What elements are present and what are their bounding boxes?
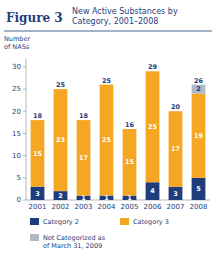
data-label: 3 [173, 190, 178, 198]
title: Figure 3 [6, 11, 63, 25]
data-label: 23 [56, 136, 65, 144]
text-line: Category, 2001–2008 [72, 17, 158, 26]
data-label: 5 [196, 185, 201, 193]
x-tick-label: 2002 [52, 203, 70, 211]
y-tick-label: 5 [17, 174, 21, 182]
legend-swatch [30, 234, 39, 241]
y-tick-label: 0 [17, 196, 21, 204]
bar-segment [31, 120, 45, 187]
bar-segment [100, 85, 114, 196]
y-tick-label: 15 [12, 130, 21, 138]
title-rule [4, 31, 212, 32]
y-tick [23, 133, 26, 134]
total-label: 26 [194, 77, 204, 85]
data-label: 25 [102, 136, 112, 144]
bar-segment [192, 178, 206, 200]
x-tick-label: 2006 [144, 203, 162, 211]
data-label: 19 [194, 132, 204, 140]
total-label: 25 [56, 81, 66, 89]
total-label: 18 [79, 112, 89, 120]
bar-segment [192, 85, 206, 94]
data-label: 17 [171, 145, 180, 153]
y-tick-label: 20 [12, 108, 21, 116]
bar-segment [192, 94, 206, 178]
bar-segment [31, 187, 45, 200]
y-tick-label: 10 [12, 152, 21, 160]
bar-segment [169, 187, 183, 200]
text-line: Category 2 [43, 218, 79, 226]
y-tick [23, 177, 26, 178]
data-label: 2 [58, 192, 63, 200]
data-label: 4 [150, 187, 155, 195]
x-tick-label: 2005 [121, 203, 139, 211]
data-label: 3 [35, 190, 40, 198]
x-tick-label: 2001 [29, 203, 47, 211]
text-line: Number [4, 35, 30, 43]
data-label: 2 [196, 85, 201, 93]
legend-entry: Category 3 [133, 218, 169, 226]
data-label: 1 [104, 194, 109, 202]
subtitle: New Active Substances byCategory, 2001–2… [72, 7, 178, 26]
bar-segment [146, 71, 160, 182]
text-line: of NASs [4, 43, 30, 51]
data-label: 1 [81, 194, 86, 202]
y-axis-label: Numberof NASs [4, 35, 30, 51]
x-tick-label: 2007 [167, 203, 185, 211]
data-label: 15 [33, 150, 43, 158]
y-tick [23, 111, 26, 112]
y-tick [23, 155, 26, 156]
data-label: 25 [148, 123, 158, 131]
y-tick [23, 89, 26, 90]
bars [31, 71, 206, 200]
total-label: 18 [33, 112, 43, 120]
bar-segment [169, 111, 183, 186]
x-tick-label: 2003 [75, 203, 93, 211]
data-labels: 3 2 1 1 1 4 3 5 15 23 17 25 15 25 17 19 2 18 25 18 25 16 29 20 2… [33, 63, 204, 202]
bar-segment [77, 120, 91, 195]
total-label: 16 [125, 121, 135, 129]
text-line: of March 31, 2009 [43, 242, 102, 250]
bar-segment [146, 182, 160, 200]
y-tick-label: 25 [12, 85, 21, 93]
text-line: Category 3 [133, 218, 169, 226]
legend: Category 2 Category 3 Not Categorized asof… [30, 218, 169, 250]
chart: Figure 3New Active Substances byCategory… [0, 0, 216, 266]
total-label: 29 [148, 63, 158, 71]
legend-entry: Not Categorized asof March 31, 2009 [43, 234, 106, 250]
bar-segment [54, 191, 68, 200]
x-tick-label: 2008 [190, 203, 208, 211]
bar-segment [123, 129, 137, 196]
data-label: 17 [79, 154, 88, 162]
bar-segment [54, 89, 68, 191]
legend-swatch [30, 218, 39, 225]
y-tick [23, 200, 26, 201]
total-label: 25 [102, 77, 112, 85]
x-tick-label: 2004 [98, 203, 116, 211]
y-tick-label: 30 [12, 63, 21, 71]
data-label: 1 [127, 194, 132, 202]
text-line: New Active Substances by [72, 7, 178, 16]
total-label: 20 [171, 103, 181, 111]
y-tick [23, 66, 26, 67]
legend-swatch [120, 218, 129, 225]
y-axis [26, 58, 27, 200]
legend-entry: Category 2 [43, 218, 79, 226]
data-label: 15 [125, 158, 135, 166]
